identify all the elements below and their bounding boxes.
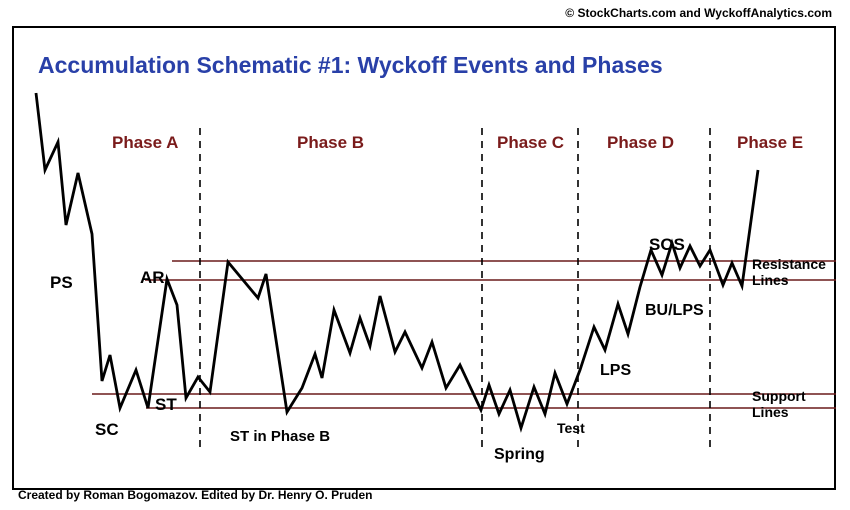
event-label: AR [140, 268, 165, 288]
resistance-label-line2: Lines [752, 272, 789, 288]
event-label: SOS [649, 235, 685, 255]
diagram-svg [0, 0, 850, 510]
phase-label: Phase A [112, 133, 178, 153]
phase-label: Phase B [297, 133, 364, 153]
phase-label: Phase C [497, 133, 564, 153]
phase-label: Phase E [737, 133, 803, 153]
support-lines-label: Support Lines [752, 388, 806, 420]
event-label: ST [155, 395, 177, 415]
phase-label: Phase D [607, 133, 674, 153]
event-label: Test [557, 420, 585, 436]
credit-text: Created by Roman Bogomazov. Edited by Dr… [18, 488, 373, 502]
support-label-line2: Lines [752, 404, 789, 420]
event-label: BU/LPS [645, 302, 704, 320]
resistance-label-line1: Resistance [752, 256, 826, 272]
support-label-line1: Support [752, 388, 806, 404]
event-label: PS [50, 273, 73, 293]
event-label: LPS [600, 362, 631, 380]
event-label: SC [95, 420, 119, 440]
resistance-lines-label: Resistance Lines [752, 256, 826, 288]
event-label: Spring [494, 446, 545, 464]
event-label: ST in Phase B [230, 428, 330, 445]
